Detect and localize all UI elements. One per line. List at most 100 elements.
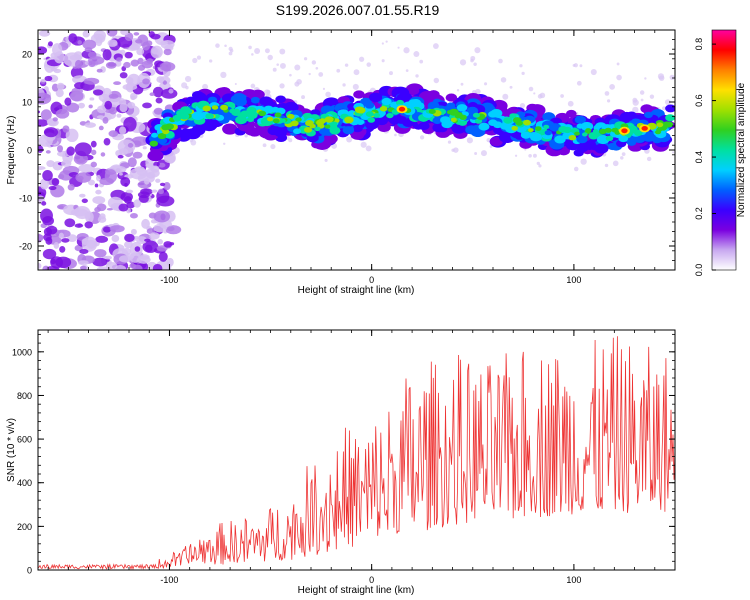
speck <box>360 141 367 148</box>
noise-blob <box>47 41 53 47</box>
speck <box>620 156 624 160</box>
noise-blob <box>133 32 140 36</box>
speck <box>669 74 675 80</box>
ridge-blob <box>605 135 614 142</box>
speck <box>325 91 331 98</box>
speck <box>579 64 583 68</box>
speck <box>473 62 477 66</box>
ridge-blob <box>316 119 325 126</box>
noise-blob <box>43 127 59 138</box>
snr-ytick-label: 1000 <box>12 347 32 357</box>
noise-blob <box>114 264 127 270</box>
speck <box>397 46 400 49</box>
noise-blob <box>124 233 135 242</box>
noise-blob <box>113 81 122 85</box>
noise-blob <box>96 105 107 114</box>
speck <box>662 106 666 111</box>
ridge-blob <box>445 93 458 102</box>
speck <box>228 51 233 56</box>
speck <box>606 99 611 103</box>
ridge-blob <box>565 109 577 118</box>
speck <box>262 143 267 148</box>
ridge-blob <box>287 113 295 120</box>
ridge-blob <box>246 117 255 123</box>
speck <box>572 63 576 67</box>
ridge-blob <box>665 114 675 122</box>
noise-blob <box>45 237 53 245</box>
noise-blob <box>67 234 78 242</box>
ridge-blob <box>576 123 584 129</box>
noise-blob <box>127 157 137 168</box>
ridge-blob <box>598 128 607 135</box>
noise-blob <box>38 46 48 55</box>
noise-blob <box>58 205 64 209</box>
noise-blob <box>102 226 112 233</box>
noise-blob <box>38 233 44 243</box>
noise-blob <box>58 232 64 239</box>
noise-blob <box>61 238 70 243</box>
colorbar-label: Normalized spectral amplitude <box>736 82 747 217</box>
speck <box>459 59 467 66</box>
speck <box>536 161 540 166</box>
noise-blob <box>55 88 64 98</box>
noise-blob <box>155 97 163 104</box>
noise-blob <box>127 73 141 87</box>
ridge-blob <box>562 132 571 139</box>
speck <box>639 90 645 95</box>
hotspot <box>398 106 406 112</box>
noise-blob <box>74 142 92 157</box>
speck <box>250 83 256 89</box>
ridge-blob <box>272 118 280 124</box>
spectrogram-ytick-label: 10 <box>22 98 32 108</box>
speck <box>184 75 192 83</box>
colorbar-tick-label: 0.8 <box>694 38 704 51</box>
noise-blob <box>132 264 143 270</box>
noise-blob <box>92 89 104 96</box>
ridge-blob <box>543 124 550 130</box>
ridge-blob <box>280 118 286 123</box>
speck <box>324 158 328 162</box>
noise-blob <box>42 248 57 260</box>
noise-blob <box>150 165 160 173</box>
noise-blob <box>120 30 130 36</box>
ridge-blob <box>240 110 250 118</box>
noise-blob <box>48 185 57 191</box>
speck <box>604 163 609 168</box>
ridge-blob <box>558 126 568 133</box>
snr-series-line <box>38 336 675 570</box>
speck <box>288 138 293 143</box>
noise-blob <box>123 116 137 132</box>
noise-blob <box>46 160 55 168</box>
ridge-blob <box>157 133 167 140</box>
noise-blob <box>83 77 100 85</box>
noise-blob <box>142 41 151 51</box>
ridge-blob <box>581 132 588 137</box>
ridge-blob <box>331 121 338 126</box>
ridge-blob <box>528 128 534 133</box>
speck <box>466 137 473 144</box>
speck <box>484 82 488 86</box>
noise-blob <box>136 48 145 56</box>
speck <box>474 47 481 54</box>
speck <box>342 83 346 87</box>
noise-blob <box>106 208 113 211</box>
noise-blob <box>98 125 104 131</box>
speck <box>419 59 424 64</box>
speck <box>352 83 359 90</box>
speck <box>649 94 655 99</box>
colorbar-tick-label: 0.4 <box>694 151 704 164</box>
noise-blob <box>75 172 92 183</box>
snr-ytick-label: 0 <box>27 566 32 576</box>
noise-blob <box>136 236 148 245</box>
noise-blob <box>70 208 89 217</box>
noise-blob <box>108 130 119 138</box>
speck <box>532 153 537 158</box>
ridge-blob <box>576 135 588 144</box>
ridge-blob <box>259 96 273 107</box>
noise-blob <box>45 150 51 154</box>
speck <box>270 144 276 150</box>
ridge-blob <box>324 116 334 123</box>
ridge-blob <box>465 125 479 135</box>
noise-blob <box>82 30 90 38</box>
ridge-blob <box>488 119 498 126</box>
